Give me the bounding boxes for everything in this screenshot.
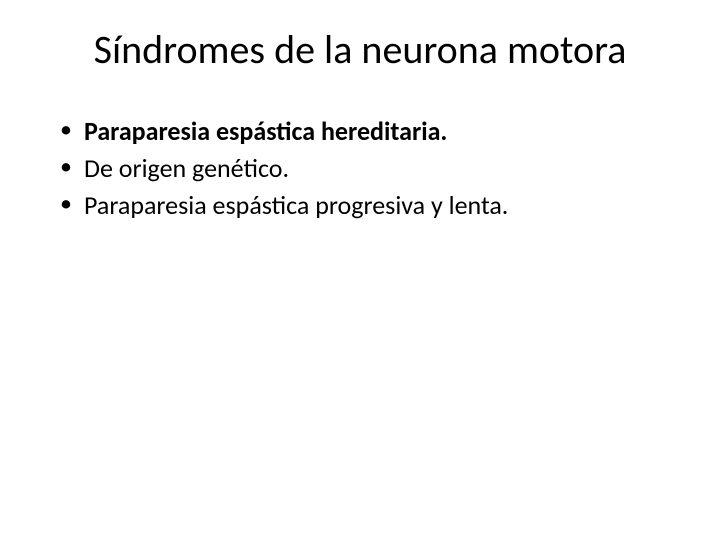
bullet-text: Paraparesia espástica hereditaria. [84,115,447,147]
bullet-text: Paraparesia espástica progresiva y lenta… [84,189,508,221]
bullet-text: De origen genético. [84,152,289,184]
list-item: Paraparesia espástica progresiva y lenta… [60,188,680,223]
bullet-list: Paraparesia espástica hereditaria. De or… [40,114,680,223]
slide-title: Síndromes de la neurona motora [40,25,680,74]
list-item: Paraparesia espástica hereditaria. [60,114,680,149]
list-item: De origen genético. [60,151,680,186]
